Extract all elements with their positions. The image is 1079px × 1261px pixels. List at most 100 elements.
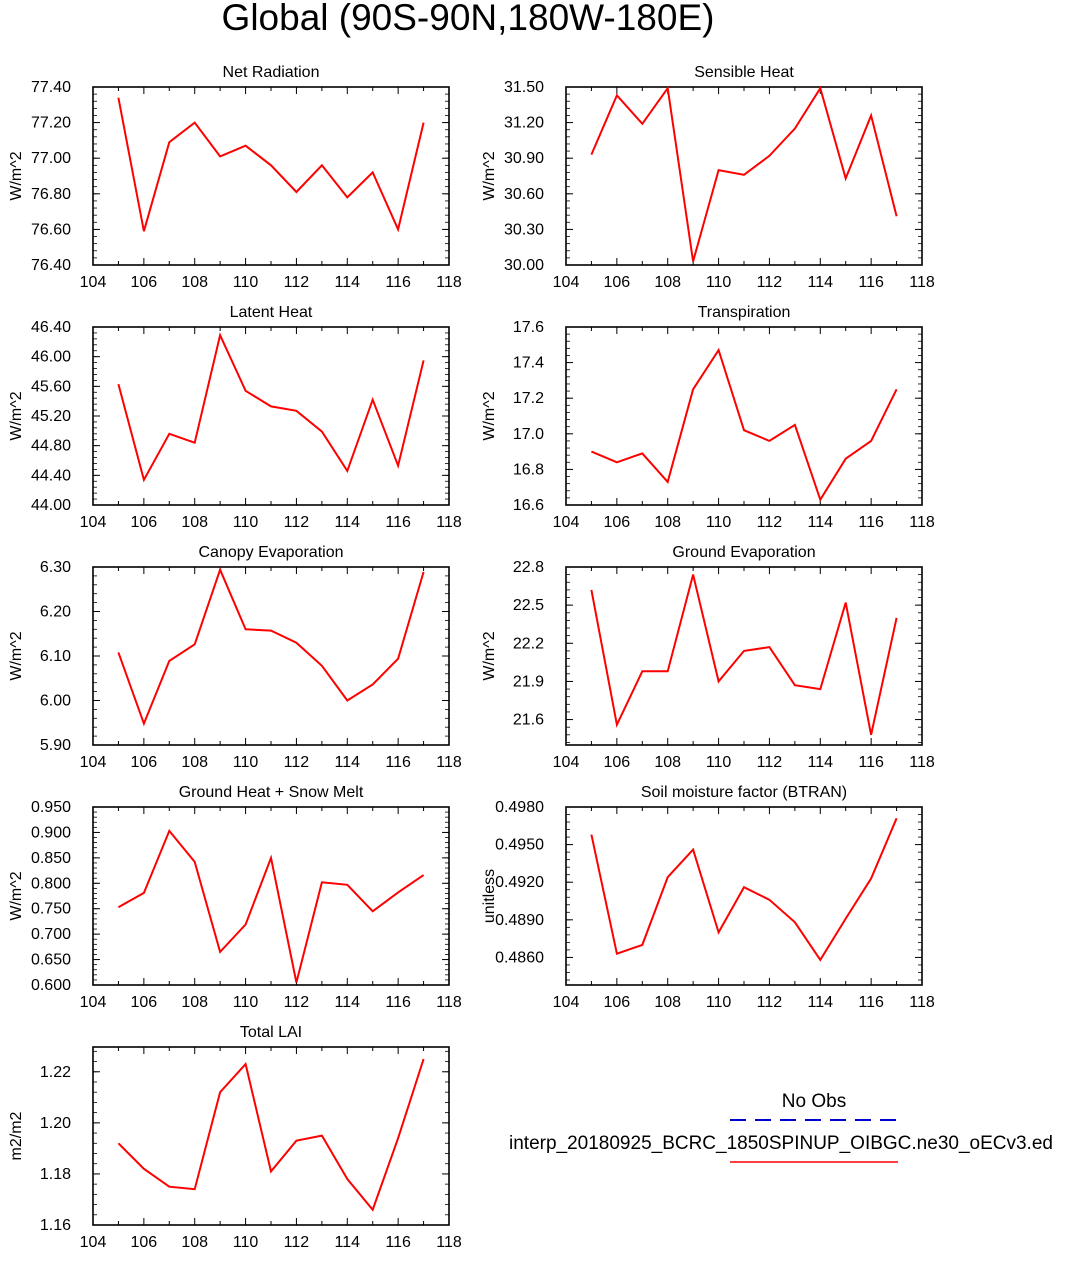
x-tick-label: 116 bbox=[385, 994, 411, 1011]
y-tick-label: 1.16 bbox=[40, 1217, 71, 1234]
chart-panel: Canopy Evaporation W/m^2 104 106 108 110 112 11… bbox=[8, 544, 462, 771]
x-tick-label: 108 bbox=[181, 514, 208, 531]
x-tick-label: 112 bbox=[284, 994, 310, 1011]
y-tick-label: 44.40 bbox=[31, 467, 71, 484]
plot-frame bbox=[92, 86, 450, 266]
chart-title: Ground Evaporation bbox=[672, 544, 815, 561]
y-tick-label: 77.00 bbox=[31, 150, 71, 167]
y-tick-label: 30.00 bbox=[504, 257, 544, 274]
y-axis-label: W/m^2 bbox=[481, 631, 498, 680]
chart-title: Net Radiation bbox=[223, 64, 320, 81]
y-tick-label: 44.00 bbox=[31, 497, 71, 514]
y-tick-label: 0.800 bbox=[31, 875, 71, 892]
x-tick-label: 118 bbox=[909, 274, 935, 291]
y-axis-label: W/m^2 bbox=[481, 391, 498, 440]
x-tick-label: 110 bbox=[706, 514, 732, 531]
x-tick-label: 104 bbox=[553, 994, 580, 1011]
x-tick-label: 104 bbox=[80, 1234, 107, 1251]
x-tick-label: 108 bbox=[181, 994, 208, 1011]
chart-title: Latent Heat bbox=[230, 304, 313, 321]
x-tick-label: 114 bbox=[808, 994, 834, 1011]
plot-frame bbox=[92, 806, 450, 986]
x-tick-label: 114 bbox=[335, 514, 361, 531]
chart-title: Sensible Heat bbox=[694, 64, 794, 81]
chart-panel: Total LAI m2/m2 104 106 108 110 112 114 116 118 1.… bbox=[8, 1024, 462, 1251]
y-tick-label: 77.40 bbox=[31, 79, 71, 96]
y-tick-label: 0.950 bbox=[31, 799, 71, 816]
y-axis-label: W/m^2 bbox=[8, 631, 25, 680]
series-line bbox=[117, 97, 425, 233]
x-tick-label: 112 bbox=[757, 274, 783, 291]
x-tick-label: 104 bbox=[80, 754, 107, 771]
x-tick-label: 110 bbox=[233, 274, 259, 291]
x-tick-label: 106 bbox=[131, 754, 158, 771]
x-tick-label: 118 bbox=[436, 1234, 462, 1251]
legend: No Obs interp_20180925_BCRC_1850SPINUP_O… bbox=[509, 1091, 1053, 1163]
y-tick-label: 0.900 bbox=[31, 824, 71, 841]
x-tick-label: 116 bbox=[858, 994, 884, 1011]
y-tick-label: 30.60 bbox=[504, 186, 544, 203]
x-tick-label: 110 bbox=[233, 994, 259, 1011]
x-tick-label: 114 bbox=[808, 274, 834, 291]
y-axis-label: W/m^2 bbox=[8, 151, 25, 200]
series-line bbox=[591, 347, 898, 503]
plot-frame bbox=[565, 806, 923, 986]
x-tick-label: 112 bbox=[757, 514, 783, 531]
x-tick-label: 106 bbox=[604, 754, 631, 771]
y-tick-label: 17.2 bbox=[513, 390, 544, 407]
x-tick-label: 114 bbox=[335, 274, 361, 291]
plot-frame bbox=[92, 326, 450, 506]
series-line bbox=[590, 85, 898, 262]
x-tick-label: 110 bbox=[706, 274, 732, 291]
plot-frame bbox=[565, 326, 923, 506]
y-tick-label: 5.90 bbox=[40, 737, 71, 754]
y-tick-label: 0.4860 bbox=[495, 949, 544, 966]
x-tick-label: 104 bbox=[553, 274, 580, 291]
x-tick-label: 108 bbox=[181, 1234, 208, 1251]
x-tick-label: 106 bbox=[604, 994, 631, 1011]
chart-panel: Soil moisture factor (BTRAN) unitless 104 1… bbox=[481, 784, 935, 1011]
legend-model-label: interp_20180925_BCRC_1850SPINUP_OIBGC.ne… bbox=[509, 1133, 1053, 1154]
x-tick-label: 116 bbox=[385, 754, 411, 771]
y-tick-label: 76.80 bbox=[31, 186, 71, 203]
x-tick-label: 114 bbox=[335, 754, 361, 771]
x-tick-label: 110 bbox=[706, 994, 732, 1011]
x-tick-label: 106 bbox=[131, 994, 158, 1011]
chart-panel: Net Radiation W/m^2 104 106 108 110 112 114 116 1… bbox=[8, 64, 462, 291]
chart-panel: Ground Heat + Snow Melt W/m^2 104 106 108 110… bbox=[8, 784, 462, 1011]
y-tick-label: 21.9 bbox=[513, 673, 544, 690]
chart-panel: Sensible Heat W/m^2 104 106 108 110 112 114 116 1… bbox=[481, 64, 935, 291]
y-tick-label: 0.4950 bbox=[495, 837, 544, 854]
x-tick-label: 108 bbox=[181, 274, 208, 291]
chart-panel: Ground Evaporation W/m^2 104 106 108 110 112 11… bbox=[481, 544, 935, 771]
plot-frame bbox=[565, 86, 923, 266]
chart-title: Ground Heat + Snow Melt bbox=[179, 784, 364, 801]
x-tick-label: 118 bbox=[909, 994, 935, 1011]
chart-title: Soil moisture factor (BTRAN) bbox=[641, 784, 847, 801]
x-tick-label: 112 bbox=[284, 274, 310, 291]
x-tick-label: 104 bbox=[80, 994, 107, 1011]
series-line bbox=[590, 817, 898, 962]
x-tick-label: 114 bbox=[808, 514, 834, 531]
y-tick-label: 46.40 bbox=[31, 319, 71, 336]
x-tick-label: 104 bbox=[80, 274, 107, 291]
x-tick-label: 112 bbox=[284, 514, 310, 531]
chart-title: Total LAI bbox=[240, 1024, 302, 1041]
page-title: Global (90S-90N,180W-180E) bbox=[221, 0, 715, 38]
y-tick-label: 1.22 bbox=[40, 1064, 71, 1081]
series-line bbox=[117, 828, 425, 983]
x-tick-label: 104 bbox=[80, 514, 107, 531]
x-tick-label: 108 bbox=[654, 274, 681, 291]
x-tick-label: 118 bbox=[436, 994, 462, 1011]
chart-title: Transpiration bbox=[698, 304, 791, 321]
x-tick-label: 118 bbox=[436, 514, 462, 531]
x-tick-label: 110 bbox=[233, 754, 259, 771]
x-tick-label: 116 bbox=[858, 754, 884, 771]
y-tick-label: 6.10 bbox=[40, 648, 71, 665]
y-tick-label: 1.18 bbox=[40, 1166, 71, 1183]
y-tick-label: 16.6 bbox=[513, 497, 544, 514]
x-tick-label: 106 bbox=[131, 274, 158, 291]
x-tick-label: 116 bbox=[858, 514, 884, 531]
x-tick-label: 112 bbox=[284, 1234, 310, 1251]
legend-obs-label: No Obs bbox=[782, 1091, 846, 1112]
